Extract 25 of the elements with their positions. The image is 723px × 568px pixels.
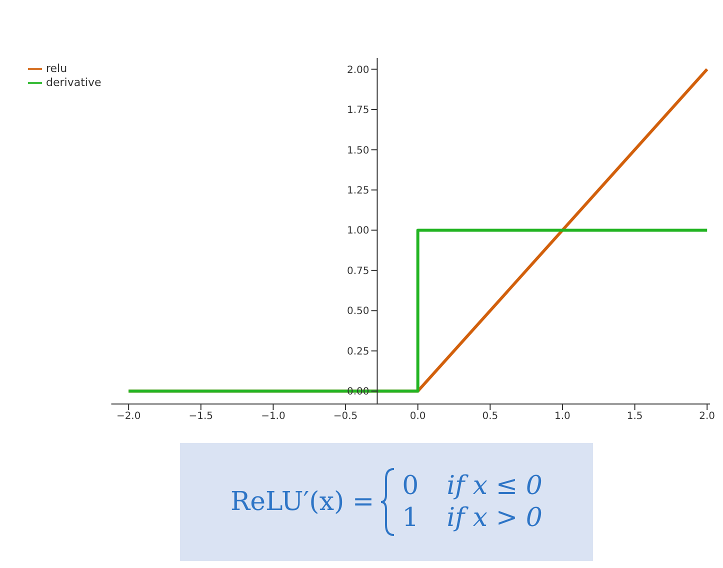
text: 1 [402,502,419,534]
legend-label: derivative [46,76,102,90]
x-tick-label: 1.0 [554,411,570,422]
y-tick-label: 1.25 [346,186,370,197]
x-tick-label: −2.0 [116,411,141,422]
text: ReLU′(x) = [230,487,374,517]
x-tick-label: 1.5 [626,411,643,422]
y-tick-label: 0.00 [346,386,370,398]
y-tick-label: 0.50 [346,306,370,318]
x-tick-label: 0.0 [410,411,426,422]
y-tick-label: 2.00 [346,64,370,76]
y-tick-label: 1.75 [346,105,370,116]
x-tick-label: −1.5 [188,411,214,422]
text: if x > 0 [446,502,542,534]
text: if x ≤ 0 [446,470,542,502]
text: 0 [402,470,419,502]
y-tick-label: 0.75 [346,266,370,277]
y-tick-label: 0.25 [346,346,370,358]
y-tick-label: 1.00 [346,226,370,237]
legend-label: relu [46,62,68,76]
x-tick-label: −0.5 [333,411,358,422]
x-tick-label: −1.0 [261,411,286,422]
y-tick-label: 1.50 [346,145,370,156]
x-tick-label: 2.0 [699,411,716,422]
x-tick-label: 0.5 [482,411,498,422]
